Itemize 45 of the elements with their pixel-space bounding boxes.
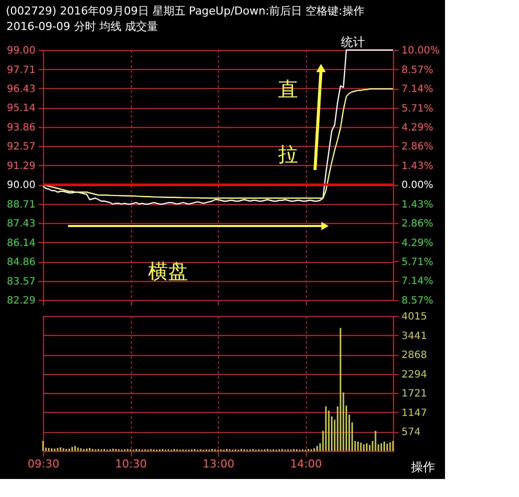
chart-title: (002729) 2016年09月09日 星期五 PageUp/Down:前后日 空格键:操作 <box>6 4 364 18</box>
y2-tick-label: 4.29% <box>402 122 434 134</box>
chart-subtitle: 2016-09-09 分时 均线 成交量 <box>6 20 158 33</box>
y-tick-label: 91.29 <box>6 160 36 172</box>
text: 统计 <box>341 35 365 49</box>
y2-tick-label: 8.57% <box>402 64 434 76</box>
y2-tick-label: 2.86% <box>402 218 434 230</box>
y2-tick-label: 2.86% <box>402 142 434 153</box>
y2-tick-label: 10.00% <box>402 46 440 56</box>
y-tick-label: 574 <box>402 427 421 438</box>
y2-tick-label: 5.71% <box>402 256 434 268</box>
y-tick-label: 95.14 <box>6 103 36 114</box>
y-tick-label: 93.86 <box>6 122 36 134</box>
x-tick-label: 09:30 <box>28 458 60 470</box>
y2-tick-label: 1.43% <box>402 199 434 210</box>
x-tick-label: 10:30 <box>115 458 147 470</box>
y-tick-label: 2294 <box>402 369 427 380</box>
y-tick-label: 96.43 <box>6 84 36 95</box>
y2-tick-label: 5.71% <box>402 103 434 114</box>
y-tick-label: 1721 <box>402 388 427 400</box>
y-tick-label: 86.14 <box>6 238 36 249</box>
y-tick-label: 99.00 <box>6 46 36 56</box>
y-tick-label: 4015 <box>402 312 427 322</box>
y-tick-label: 90.00 <box>6 180 36 192</box>
x-tick-label: 13:00 <box>202 458 234 470</box>
y2-tick-label: 0.00% <box>402 180 434 192</box>
y2-tick-label: 8.57% <box>402 296 434 306</box>
text: 操作 <box>411 460 435 474</box>
y-tick-label: 92.57 <box>6 142 36 153</box>
x-tick-label: 14:00 <box>290 458 322 470</box>
y2-tick-label: 7.14% <box>402 276 434 288</box>
annotation: 横盘 <box>148 259 188 283</box>
y-tick-label: 87.43 <box>6 218 36 230</box>
y-tick-label: 82.29 <box>6 296 36 306</box>
y-tick-label: 1147 <box>402 408 427 419</box>
y-tick-label: 88.71 <box>6 199 36 210</box>
y-tick-label: 97.71 <box>6 64 36 76</box>
y-tick-label: 84.86 <box>6 257 36 268</box>
annotation: 拉 <box>278 142 298 166</box>
y-tick-label: 83.57 <box>6 276 36 288</box>
y2-tick-label: 1.43% <box>402 160 434 172</box>
y-tick-label: 2868 <box>402 350 427 362</box>
y2-tick-label: 4.29% <box>402 238 434 249</box>
y2-tick-label: 7.14% <box>402 84 434 96</box>
y-tick-label: 3441 <box>402 330 427 342</box>
